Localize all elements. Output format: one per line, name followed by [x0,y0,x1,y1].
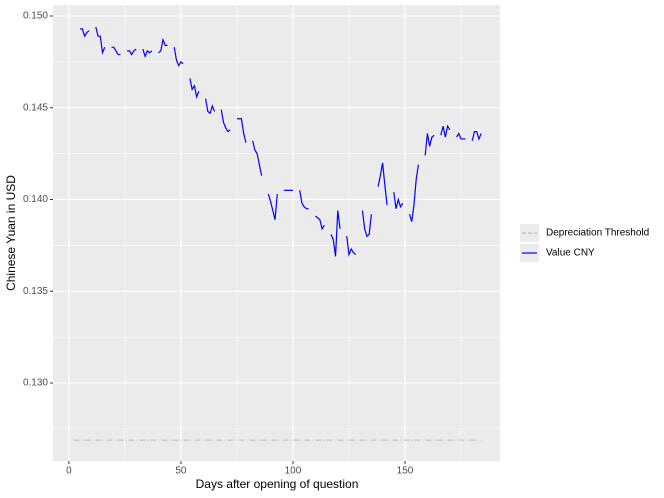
legend-label: Value CNY [546,248,595,259]
y-axis-title: Chinese Yuan in USD [4,175,18,291]
legend-label: Depreciation Threshold [546,228,649,239]
grid [53,5,500,461]
y-tick-label: 0.140 [23,194,48,205]
series-line [80,26,482,257]
y-tick-label: 0.130 [23,378,48,389]
x-tick-label: 150 [397,466,414,477]
x-tick-label: 100 [285,466,302,477]
legend: Depreciation Threshold Value CNY [520,224,649,262]
x-tick-label: 0 [66,466,72,477]
plot [73,26,482,441]
y-tick-label: 0.150 [23,11,48,22]
y-tick-label: 0.135 [23,286,48,297]
x-axis-title: Days after opening of question [196,477,359,491]
panel [53,5,500,461]
y-tick-label: 0.145 [23,102,48,113]
x-tick-label: 50 [175,466,187,477]
